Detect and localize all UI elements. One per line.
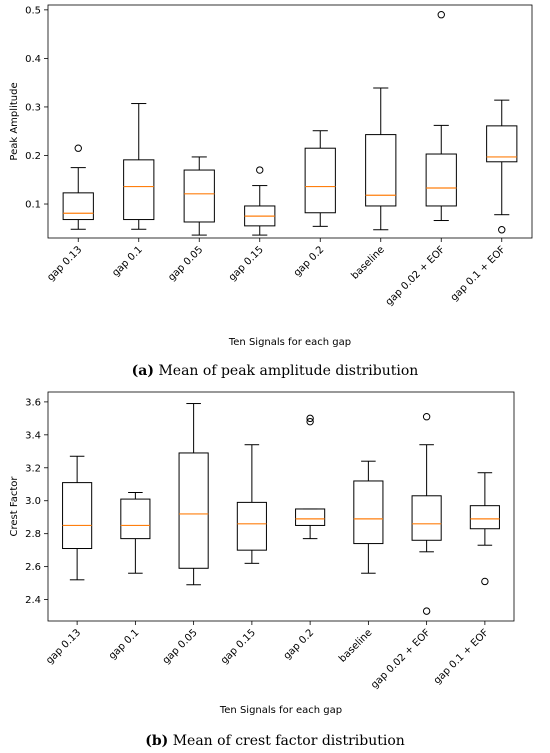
outlier-point [481, 577, 489, 586]
y-tick-label: 3.6 [25, 397, 41, 408]
x-tick-label: gap 0.15 [219, 627, 258, 666]
x-tick-label: gap 0.1 [110, 244, 145, 279]
box-1 [120, 491, 151, 574]
outlier-point [306, 417, 314, 426]
box-5 [353, 460, 384, 574]
box-3 [236, 444, 267, 564]
x-tick-label: gap 0.2 [282, 627, 317, 662]
outlier-point [74, 144, 82, 152]
box-6 [425, 11, 457, 222]
caption-b: (b) Mean of crest factor distribution [0, 733, 550, 749]
box-iqr [183, 169, 215, 223]
box-0 [62, 144, 94, 230]
box-iqr [295, 508, 326, 526]
box-iqr [353, 480, 384, 545]
x-axis-label: Ten Signals for each gap [219, 705, 342, 716]
y-tick-label: 2.4 [25, 595, 41, 606]
box-2 [183, 156, 215, 236]
box-iqr [236, 501, 267, 551]
caption-a-tag: (a) [131, 363, 154, 379]
y-tick-label: 0.1 [25, 200, 41, 211]
box-4 [304, 130, 336, 227]
outlier-point [437, 11, 445, 19]
x-tick-label: gap 0.15 [227, 244, 266, 283]
plot-frame [47, 4, 533, 239]
x-tick-label: gap 0.05 [161, 627, 200, 666]
y-axis-label: Crest Factor [9, 476, 20, 537]
y-tick-label: 0.2 [25, 151, 41, 162]
x-tick-label: gap 0.1 + EOF [449, 244, 508, 303]
outlier-point [422, 607, 431, 615]
caption-b-text: Mean of crest factor distribution [172, 733, 405, 749]
box-iqr [120, 498, 151, 540]
box-1 [123, 103, 155, 230]
box-iqr [62, 192, 94, 221]
box-iqr [469, 505, 500, 530]
box-3 [244, 166, 276, 236]
x-tick-label: gap 0.2 [292, 244, 327, 279]
box-iqr [62, 482, 93, 550]
x-tick-label: gap 0.1 + EOF [432, 627, 491, 686]
caption-a: (a) Mean of peak amplitude distribution [0, 363, 550, 379]
outlier-point [498, 226, 506, 234]
x-tick-label: baseline [337, 627, 374, 664]
peak-amplitude-chart: 0.1 0.2 0.3 0.4 0.5 gap 0.13 gap 0.1 gap 0.05 ga… [9, 4, 533, 348]
y-tick-label: 0.4 [25, 54, 41, 65]
caption-a-text: Mean of peak amplitude distribution [158, 363, 419, 379]
box-iqr [411, 495, 442, 541]
y-tick-label: 3.0 [25, 496, 41, 507]
x-tick-label: gap 0.13 [44, 627, 83, 666]
y-tick-label: 0.3 [25, 102, 41, 113]
caption-b-tag: (b) [145, 733, 169, 749]
outlier-point [422, 413, 431, 421]
box-iqr [486, 125, 518, 163]
outlier-point [306, 414, 314, 423]
x-tick-label: gap 0.05 [166, 244, 205, 283]
box-7 [486, 99, 518, 234]
outlier-point [256, 166, 264, 174]
x-axis-label: Ten Signals for each gap [228, 337, 351, 348]
box-iqr [178, 452, 209, 569]
y-tick-label: 3.2 [25, 463, 41, 474]
y-tick-label: 2.8 [25, 529, 41, 540]
y-axis-label: Peak Amplitude [9, 82, 20, 160]
box-iqr [123, 159, 155, 221]
box-iqr [365, 134, 397, 207]
box-iqr [304, 147, 336, 214]
box-6 [411, 413, 442, 615]
box-4 [295, 414, 326, 540]
y-tick-label: 0.5 [25, 5, 41, 16]
box-iqr [425, 153, 457, 207]
x-tick-label: gap 0.1 [107, 627, 142, 662]
x-tick-label: gap 0.02 + EOF [369, 627, 433, 691]
box-7 [469, 472, 500, 586]
x-tick-label: gap 0.02 + EOF [384, 244, 448, 308]
y-tick-label: 2.6 [25, 562, 41, 573]
plot-frame [47, 391, 515, 622]
box-0 [62, 455, 93, 581]
x-tick-label: baseline [349, 244, 386, 281]
y-tick-label: 3.4 [25, 430, 41, 441]
x-tick-label: gap 0.13 [45, 244, 84, 283]
crest-factor-chart: 2.4 2.6 2.8 3.0 3.2 3.4 3.6 gap 0.13 gap 0.1 gap … [9, 391, 515, 716]
box-2 [178, 403, 209, 586]
box-5 [365, 87, 397, 231]
